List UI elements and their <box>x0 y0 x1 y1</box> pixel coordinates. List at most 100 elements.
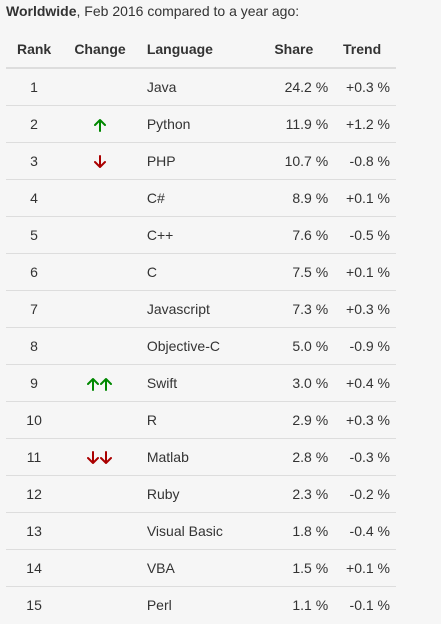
rank-cell: 1 <box>30 79 38 95</box>
arrow-down-icon <box>93 153 106 169</box>
language-cell: C <box>137 253 250 291</box>
trend-cell: -0.1 % <box>328 586 396 623</box>
change-cell <box>62 586 138 623</box>
change-cell <box>62 549 138 587</box>
trend-cell: -0.2 % <box>328 475 396 513</box>
rank-cell: 11 <box>6 438 63 476</box>
arrow-up-icon <box>100 375 113 392</box>
rank-cell: 8 <box>6 327 63 365</box>
rank-cell: 15 <box>6 586 63 623</box>
share-cell: 11.9 % <box>249 105 329 143</box>
rank-cell: 13 <box>6 512 63 550</box>
table-header-row: Rank Change Language Share Trend <box>6 30 396 69</box>
share-cell: 7.3 % <box>249 290 329 328</box>
language-cell: Java <box>146 79 177 95</box>
arrow-down-icon <box>100 449 113 465</box>
language-cell: C++ <box>137 216 250 254</box>
table-row: 5 C++ 7.6 % -0.5 % <box>6 216 396 254</box>
arrow-up-icon <box>93 116 106 133</box>
table-row: 4 C# 8.9 % +0.1 % <box>6 179 396 217</box>
share-cell: 1.8 % <box>249 512 329 550</box>
rank-cell: 12 <box>6 475 63 513</box>
change-cell <box>62 364 138 402</box>
trend-cell: -0.9 % <box>328 327 396 365</box>
share-cell: 2.3 % <box>249 475 329 513</box>
rank-cell: 6 <box>6 253 63 291</box>
share-cell: 8.9 % <box>249 179 329 217</box>
change-cell <box>62 179 138 217</box>
caption-text: , Feb 2016 compared to a year ago: <box>76 3 300 19</box>
language-cell: Python <box>137 105 250 143</box>
header-language: Language <box>137 30 250 69</box>
table-row: 11 Matlab 2.8 % -0.3 % <box>6 438 396 476</box>
rank-cell: 5 <box>6 216 63 254</box>
table-row: 12 Ruby 2.3 % -0.2 % <box>6 475 396 513</box>
change-cell <box>62 475 138 513</box>
share-cell: 7.5 % <box>249 253 329 291</box>
rank-cell: 9 <box>6 364 63 402</box>
trend-cell: -0.4 % <box>328 512 396 550</box>
change-cell <box>62 512 138 550</box>
language-cell: Matlab <box>137 438 250 476</box>
rank-cell: 10 <box>6 401 63 439</box>
share-cell: 5.0 % <box>249 327 329 365</box>
trend-cell: +0.3 % <box>328 401 396 439</box>
change-cell <box>62 253 138 291</box>
trend-cell: +0.3 % <box>346 79 390 95</box>
language-cell: Swift <box>137 364 250 402</box>
trend-cell: +0.3 % <box>328 290 396 328</box>
language-cell: Ruby <box>137 475 250 513</box>
change-cell <box>62 438 138 476</box>
share-cell: 10.7 % <box>249 142 329 180</box>
header-trend: Trend <box>328 30 396 69</box>
header-change: Change <box>62 30 138 69</box>
table-row: 14 VBA 1.5 % +0.1 % <box>6 549 396 587</box>
trend-cell: +0.1 % <box>328 179 396 217</box>
table-caption: Worldwide, Feb 2016 compared to a year a… <box>6 3 299 19</box>
share-cell: 1.5 % <box>249 549 329 587</box>
trend-cell: -0.5 % <box>328 216 396 254</box>
language-ranking-table: Rank Change Language Share Trend 1 Java 24… <box>6 30 396 623</box>
trend-cell: -0.3 % <box>328 438 396 476</box>
share-cell: 7.6 % <box>249 216 329 254</box>
language-cell: Visual Basic <box>137 512 250 550</box>
table-row: 7 Javascript 7.3 % +0.3 % <box>6 290 396 328</box>
share-cell: 3.0 % <box>249 364 329 402</box>
trend-cell: +0.4 % <box>328 364 396 402</box>
language-cell: VBA <box>137 549 250 587</box>
language-cell: C# <box>137 179 250 217</box>
table-row: 6 C 7.5 % +0.1 % <box>6 253 396 291</box>
change-cell <box>62 105 138 143</box>
table-row: 10 R 2.9 % +0.3 % <box>6 401 396 439</box>
change-cell <box>62 290 138 328</box>
arrow-down-icon <box>87 449 100 465</box>
table-row: 15 Perl 1.1 % -0.1 % <box>6 586 396 623</box>
rank-cell: 7 <box>6 290 63 328</box>
trend-cell: +0.1 % <box>328 549 396 587</box>
change-cell <box>62 68 138 106</box>
table-row: 13 Visual Basic 1.8 % -0.4 % <box>6 512 396 550</box>
language-cell: Perl <box>137 586 250 623</box>
share-cell: 2.9 % <box>249 401 329 439</box>
header-share: Share <box>249 30 329 69</box>
caption-region: Worldwide <box>6 3 77 19</box>
language-cell: R <box>137 401 250 439</box>
share-cell: 2.8 % <box>249 438 329 476</box>
share-cell: 1.1 % <box>249 586 329 623</box>
share-cell: 24.2 % <box>284 79 329 95</box>
trend-cell: +1.2 % <box>328 105 396 143</box>
table-row: 8 Objective-C 5.0 % -0.9 % <box>6 327 396 365</box>
language-cell: Javascript <box>137 290 250 328</box>
change-cell <box>62 142 138 180</box>
table-row: 9 Swift 3.0 % +0.4 % <box>6 364 396 402</box>
change-cell <box>62 401 138 439</box>
change-cell <box>62 216 138 254</box>
rank-cell: 4 <box>6 179 63 217</box>
header-rank: Rank <box>6 30 63 69</box>
change-cell <box>62 327 138 365</box>
table-row: 2 Python 11.9 % +1.2 % <box>6 105 396 143</box>
table-row: 1 Java 24.2 % +0.3 % <box>6 68 396 106</box>
table-row: 3 PHP 10.7 % -0.8 % <box>6 142 396 180</box>
rank-cell: 2 <box>6 105 63 143</box>
language-cell: PHP <box>137 142 250 180</box>
